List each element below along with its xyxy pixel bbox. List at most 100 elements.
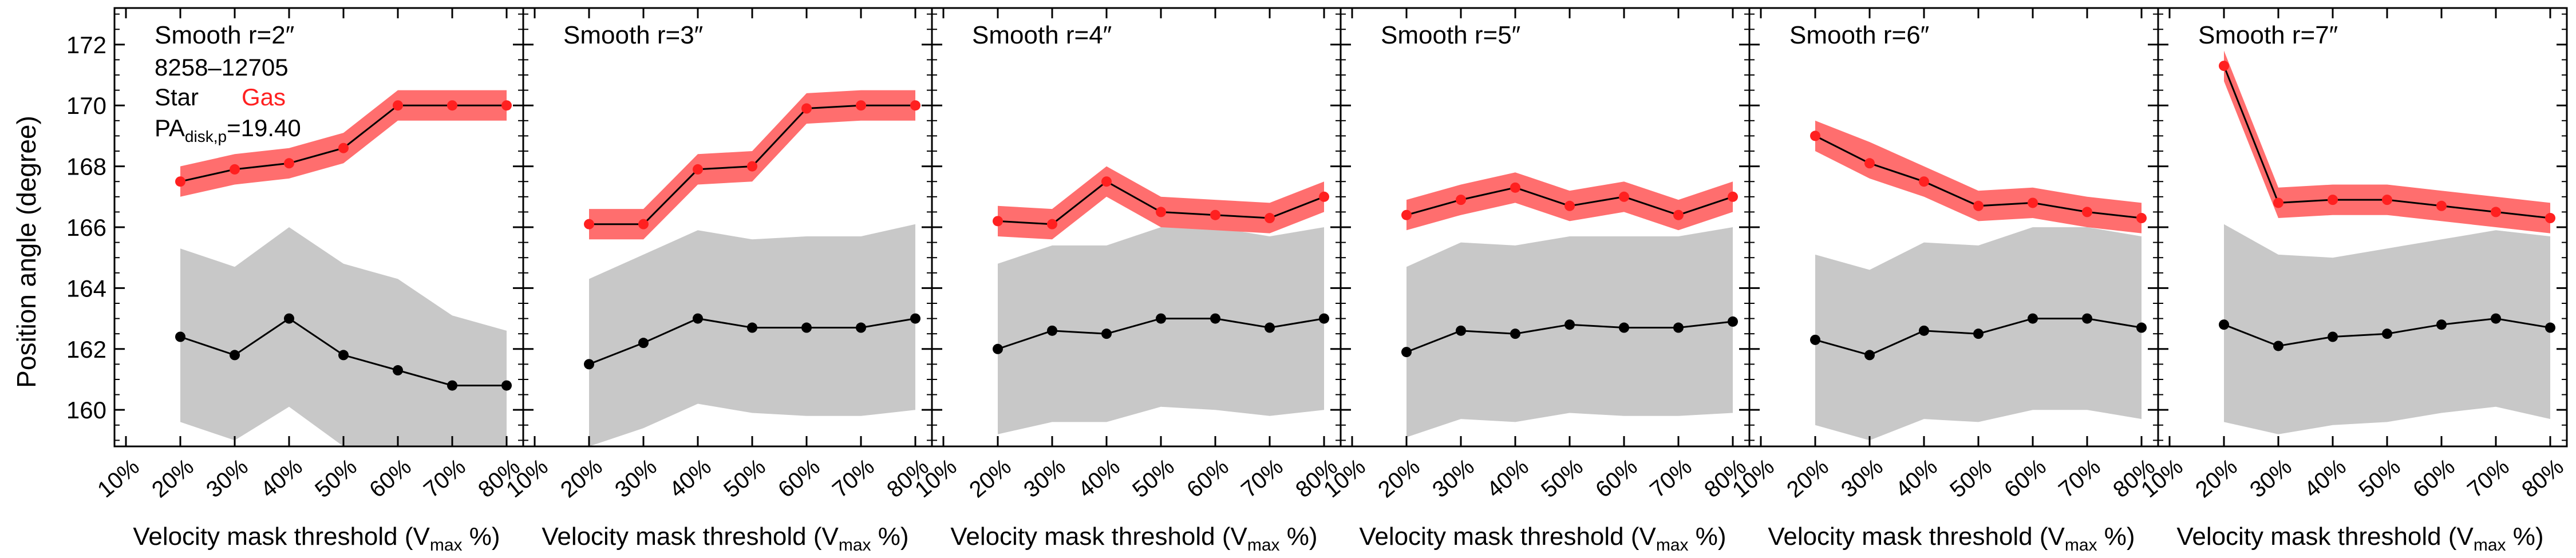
gas-point [2545,213,2555,224]
gas-point [1047,219,1057,229]
star-error-band [180,227,507,446]
x-tick-label: 60% [1591,454,1642,502]
star-point [1673,322,1684,333]
x-tick-label: 20% [1373,454,1425,502]
x-tick-label: 10% [93,454,144,502]
star-point [1265,322,1275,333]
gas-point [1564,200,1575,211]
star-point [175,331,185,342]
gas-point [2436,200,2447,211]
star-point [2545,322,2555,333]
x-tick-label: 60% [2408,454,2460,502]
gas-point [2491,207,2501,217]
star-point [393,365,403,376]
gas-error-band [998,166,1324,240]
panel-3: 10% 20% 30% 40% 50% 60% 70% 80%Velocity mask th… [910,7,1342,555]
gas-point [993,216,1003,227]
star-point [284,313,294,324]
panel-2: 10% 20% 30% 40% 50% 60% 70% 80%Velocity mask th… [501,7,934,555]
panel-title: Smooth r=2″ [155,21,294,49]
star-error-band [998,227,1324,434]
gas-point [1156,207,1166,217]
star-point [910,313,920,324]
star-point [338,350,349,361]
legend-star: Star [155,84,199,110]
star-point [993,343,1003,354]
x-tick-label: 50% [2354,454,2405,502]
x-tick-label: 70% [828,454,879,502]
y-tick-label: 168 [66,153,106,180]
gas-point [2136,213,2147,224]
gas-point [338,143,349,153]
x-tick-label: 20% [965,454,1016,502]
x-tick-label: 30% [202,454,253,502]
gas-point [2082,207,2092,217]
star-point [230,350,240,361]
star-point [2082,313,2092,324]
gas-point [1728,191,1738,202]
galaxy-id: 8258–12705 [155,54,289,81]
x-tick-label: 70% [2054,454,2105,502]
panel-title: Smooth r=7″ [2198,21,2338,49]
legend-gas: Gas [242,84,286,110]
gas-point [2328,195,2338,205]
star-point [1619,322,1629,333]
gas-point [2028,197,2038,208]
gas-point [747,161,757,172]
x-tick-label: 50% [719,454,771,502]
star-point [1864,350,1875,361]
panel-title: Smooth r=4″ [972,21,1112,49]
star-point [747,322,757,333]
panel-6: 10% 20% 30% 40% 50% 60% 70% 80%Velocity mask th… [2136,7,2569,555]
x-tick-label: 40% [1482,454,1534,502]
gas-point [284,158,294,169]
x-tick-label: 60% [1182,454,1234,502]
x-tick-label: 70% [2463,454,2514,502]
gas-point [1810,130,1820,141]
y-tick-label: 164 [66,275,106,302]
x-axis-label: Velocity mask threshold (Vmax %) [542,523,908,555]
gas-error-band [1815,120,2142,234]
star-point [2328,331,2338,342]
gas-point [447,100,457,111]
x-tick-label: 70% [1236,454,1288,502]
panel-title: Smooth r=5″ [1381,21,1520,49]
gas-point [638,219,649,229]
x-tick-label: 20% [556,454,607,502]
x-tick-label: 20% [147,454,199,502]
x-tick-label: 40% [2300,454,2351,502]
star-error-band [589,224,915,446]
gas-point [175,176,185,187]
x-tick-label: 50% [310,454,362,502]
x-tick-label: 60% [773,454,825,502]
y-tick-label: 160 [66,397,106,424]
gas-point [801,103,812,114]
star-point [801,322,812,333]
gas-point [1973,200,1984,211]
x-tick-label: 30% [610,454,662,502]
star-point [1564,319,1575,330]
x-axis-label: Velocity mask threshold (Vmax %) [133,523,500,555]
star-point [2436,319,2447,330]
panel-4: 10% 20% 30% 40% 50% 60% 70% 80%Velocity mask th… [1319,7,1751,555]
gas-point [1864,158,1875,169]
star-error-band [1406,227,1733,437]
y-tick-label: 166 [66,214,106,241]
x-tick-label: 60% [2000,454,2051,502]
gas-point [230,164,240,175]
panel-title: Smooth r=3″ [563,21,703,49]
pa-disk-label: PAdisk,p=19.40 [155,114,301,145]
gas-point [2273,197,2283,208]
gas-point [393,100,403,111]
star-point [447,380,457,391]
star-point [2136,322,2147,333]
gas-point [2219,61,2229,72]
x-tick-label: 50% [1536,454,1588,502]
panel-5: 10% 20% 30% 40% 50% 60% 70% 80%Velocity mask th… [1728,7,2160,555]
star-point [1456,325,1466,336]
panel-title: Smooth r=6″ [1789,21,1929,49]
gas-point [1265,213,1275,224]
star-point [1919,325,1929,336]
